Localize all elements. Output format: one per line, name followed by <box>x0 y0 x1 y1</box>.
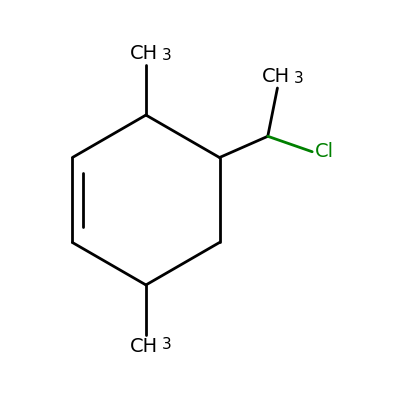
Text: CH: CH <box>130 337 158 356</box>
Text: Cl: Cl <box>315 142 334 161</box>
Text: 3: 3 <box>162 337 172 352</box>
Text: CH: CH <box>130 44 158 63</box>
Text: CH: CH <box>262 67 290 86</box>
Text: 3: 3 <box>294 71 303 86</box>
Text: 3: 3 <box>162 48 172 63</box>
